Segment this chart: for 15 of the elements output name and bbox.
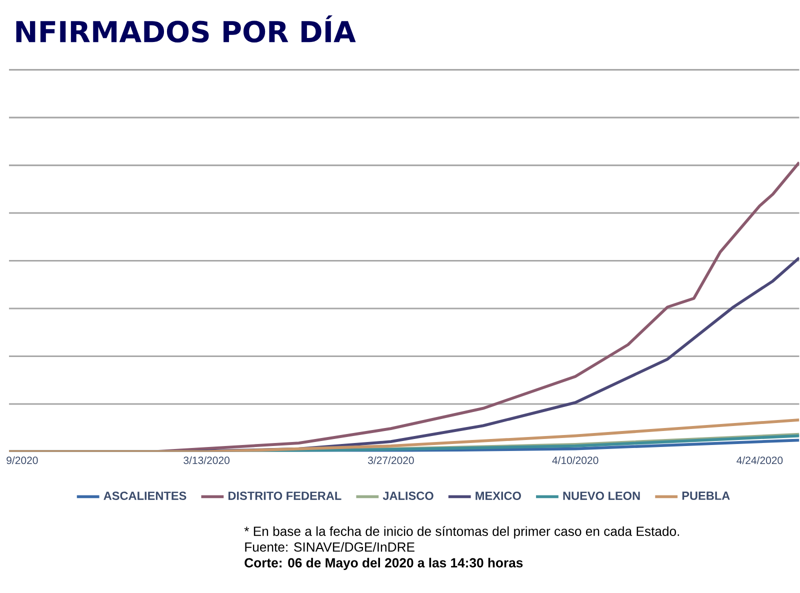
chart-title: NFIRMADOS POR DÍA: [16, 16, 356, 43]
source-note: Fuente: SINAVE/DGE/InDRE: [245, 542, 414, 552]
legend-label: MEXICO: [476, 492, 521, 500]
x-tick-label: 3/27/2020: [368, 456, 414, 464]
x-tick-label: 4/10/2020: [552, 456, 598, 464]
text: * En base a la fecha de inicio de síntomas del primer caso en cada Estado.: [244, 526, 680, 539]
legend-label: DISTRITO FEDERAL: [228, 492, 342, 500]
legend-label: JALISCO: [382, 492, 434, 500]
legend-label: NUEVO LEON: [563, 492, 640, 500]
x-tick-label: 4/24/2020: [736, 456, 783, 464]
x-tick-label: 3/13/2020: [184, 456, 230, 464]
legend-label: ASCALIENTES: [104, 492, 186, 500]
x-tick-label: 9/2020: [6, 456, 38, 464]
text: Corte: 06 de Mayo del 2020 a las 14:30 horas: [244, 558, 523, 570]
legend-label: PUEBLA: [682, 492, 730, 500]
